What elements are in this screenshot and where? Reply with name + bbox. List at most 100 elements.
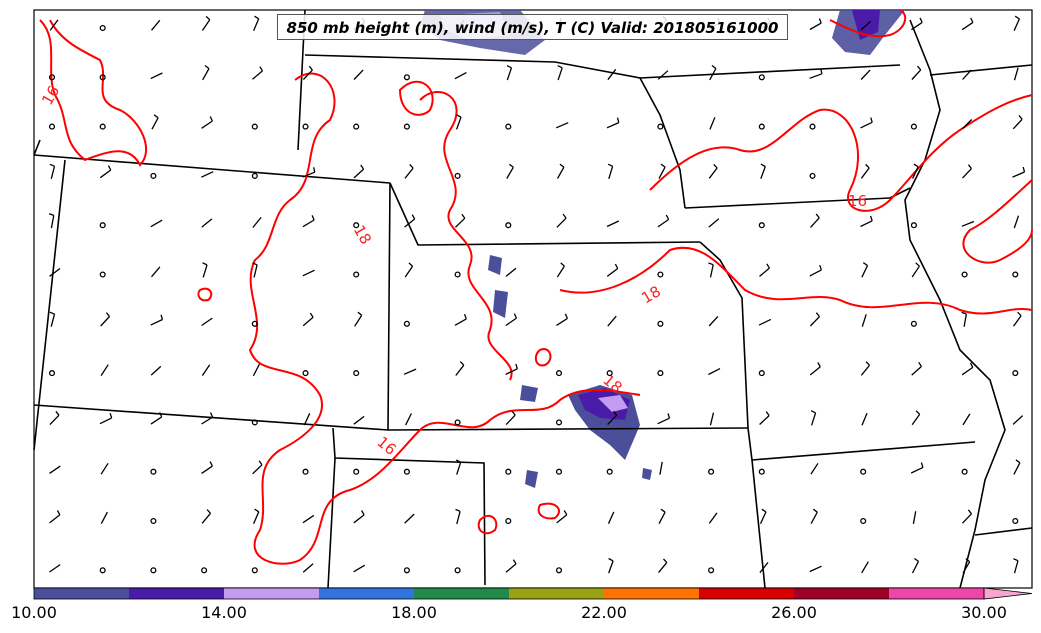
calm-wind-marker xyxy=(555,370,563,377)
wind-barb xyxy=(556,213,567,228)
colorbar-segment xyxy=(319,588,415,599)
contour-small-4 xyxy=(537,502,560,520)
wind-barb xyxy=(658,508,666,525)
wind-barb xyxy=(910,462,924,474)
wind-barb xyxy=(455,508,461,525)
wind-barb xyxy=(809,68,823,79)
wind-barb xyxy=(49,311,56,327)
boundary-mn-ia xyxy=(639,64,901,79)
wind-barb xyxy=(809,312,821,327)
calm-wind-marker xyxy=(302,370,309,377)
wind-barb xyxy=(708,262,714,278)
calm-wind-marker xyxy=(353,123,360,130)
wind-barb xyxy=(252,262,258,278)
wind-barb xyxy=(809,18,822,31)
wind-barb xyxy=(1013,15,1020,31)
wind-barb xyxy=(252,66,264,80)
wind-barb xyxy=(150,19,161,31)
calm-wind-marker xyxy=(860,468,867,475)
calm-wind-marker xyxy=(454,567,461,574)
wind-barb xyxy=(404,214,416,228)
colorbar xyxy=(33,587,1033,600)
calm-wind-marker xyxy=(251,172,258,179)
wind-barb xyxy=(759,561,769,574)
calm-wind-marker xyxy=(99,123,106,130)
boundary-ks-mo xyxy=(699,241,749,429)
boundary-wi-il xyxy=(929,64,1033,76)
calm-wind-marker xyxy=(555,419,563,426)
wind-barb xyxy=(150,412,163,425)
boundary-nm-tx xyxy=(327,457,336,589)
calm-wind-marker xyxy=(809,172,816,179)
contour-north-blobs xyxy=(398,80,434,116)
colorbar-segment xyxy=(34,588,130,599)
wind-barb xyxy=(302,65,313,80)
colorbar-extend-arrow xyxy=(983,587,1033,600)
wind-barb xyxy=(556,262,565,278)
wind-barb xyxy=(860,69,871,80)
wind-barb xyxy=(1013,459,1021,475)
wind-barb xyxy=(860,117,873,129)
colorbar-tick-label: 18.00 xyxy=(391,603,437,622)
wind-barb xyxy=(708,315,719,327)
calm-wind-marker xyxy=(454,271,461,278)
colorbar-tick-label: 26.00 xyxy=(771,603,817,622)
boundary-co-east xyxy=(387,182,391,431)
wind-fill-spot-3 xyxy=(520,385,538,402)
calm-wind-marker xyxy=(48,123,56,130)
contour-16-southeast xyxy=(962,179,1033,264)
wind-barb xyxy=(911,410,921,426)
calm-wind-marker xyxy=(353,468,360,475)
wind-barb xyxy=(961,311,968,327)
wind-barb xyxy=(1013,67,1019,81)
wind-barb xyxy=(252,460,263,475)
wind-barb xyxy=(455,459,462,475)
wind-barb xyxy=(1013,558,1019,574)
wind-barb xyxy=(201,461,213,474)
boundary-ia-mo xyxy=(684,187,911,209)
wind-barb xyxy=(708,368,721,376)
wind-barb xyxy=(709,412,715,426)
calm-wind-marker xyxy=(758,123,765,130)
calm-wind-marker xyxy=(403,74,410,81)
wind-barb xyxy=(201,15,211,31)
contour-ne-blob xyxy=(829,9,907,38)
wind-barb xyxy=(860,163,870,179)
wind-barb xyxy=(962,413,971,426)
contour-small-2 xyxy=(477,514,498,535)
wind-fill-south-light xyxy=(598,395,628,412)
contour-small-3 xyxy=(197,287,213,302)
temperature-contours xyxy=(39,9,1033,565)
colorbar-tick-label: 10.00 xyxy=(11,603,57,622)
wind-barb xyxy=(911,361,922,376)
calm-wind-marker xyxy=(758,74,765,81)
wind-barb xyxy=(505,559,517,573)
calm-wind-marker xyxy=(150,468,157,475)
calm-wind-marker xyxy=(555,567,563,574)
calm-wind-marker xyxy=(251,419,258,426)
wind-barb xyxy=(809,565,822,573)
wind-barb xyxy=(354,311,363,327)
calm-wind-marker xyxy=(809,123,816,130)
wind-barb xyxy=(961,220,975,227)
wind-barb xyxy=(1012,415,1024,425)
calm-wind-marker xyxy=(99,24,106,32)
wind-barb xyxy=(454,313,467,326)
colorbar-frame xyxy=(33,587,985,600)
wind-barb xyxy=(100,364,109,376)
wind-barb xyxy=(861,561,869,574)
wind-barb xyxy=(608,557,614,574)
calm-wind-marker xyxy=(505,468,512,475)
wind-barb xyxy=(353,164,365,179)
wind-barb xyxy=(99,165,112,179)
wind-barb xyxy=(353,415,365,425)
wind-barb xyxy=(556,510,568,524)
wind-barb xyxy=(556,313,568,326)
wind-barb xyxy=(606,117,620,129)
calm-wind-marker xyxy=(961,271,968,278)
calm-wind-marker xyxy=(302,468,309,475)
contour-label: 16 xyxy=(848,192,867,210)
wind-barb xyxy=(659,461,663,475)
wind-barb xyxy=(404,262,414,278)
boundary-ne-south xyxy=(389,182,701,246)
